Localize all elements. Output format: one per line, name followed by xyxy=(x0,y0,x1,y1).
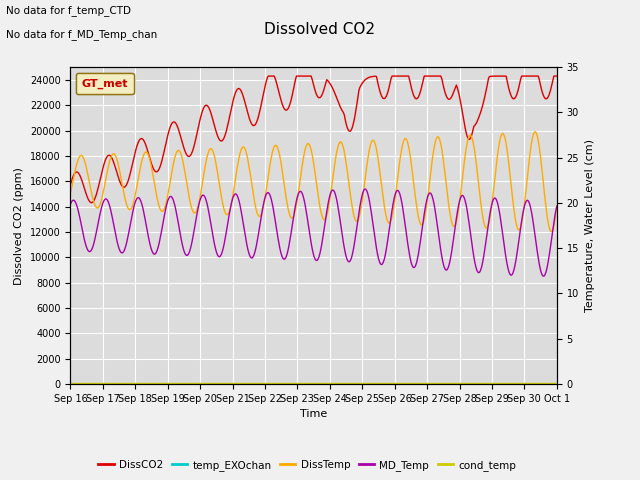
Y-axis label: Temperature, Water Level (cm): Temperature, Water Level (cm) xyxy=(584,139,595,312)
Text: Dissolved CO2: Dissolved CO2 xyxy=(264,22,376,36)
Y-axis label: Dissolved CO2 (ppm): Dissolved CO2 (ppm) xyxy=(14,167,24,285)
Legend: GT_met: GT_met xyxy=(76,73,134,94)
Legend: DissCO2, temp_EXOchan, DissTemp, MD_Temp, cond_temp: DissCO2, temp_EXOchan, DissTemp, MD_Temp… xyxy=(94,456,520,475)
X-axis label: Time: Time xyxy=(300,409,327,419)
Text: No data for f_MD_Temp_chan: No data for f_MD_Temp_chan xyxy=(6,29,157,40)
Text: No data for f_temp_CTD: No data for f_temp_CTD xyxy=(6,5,131,16)
